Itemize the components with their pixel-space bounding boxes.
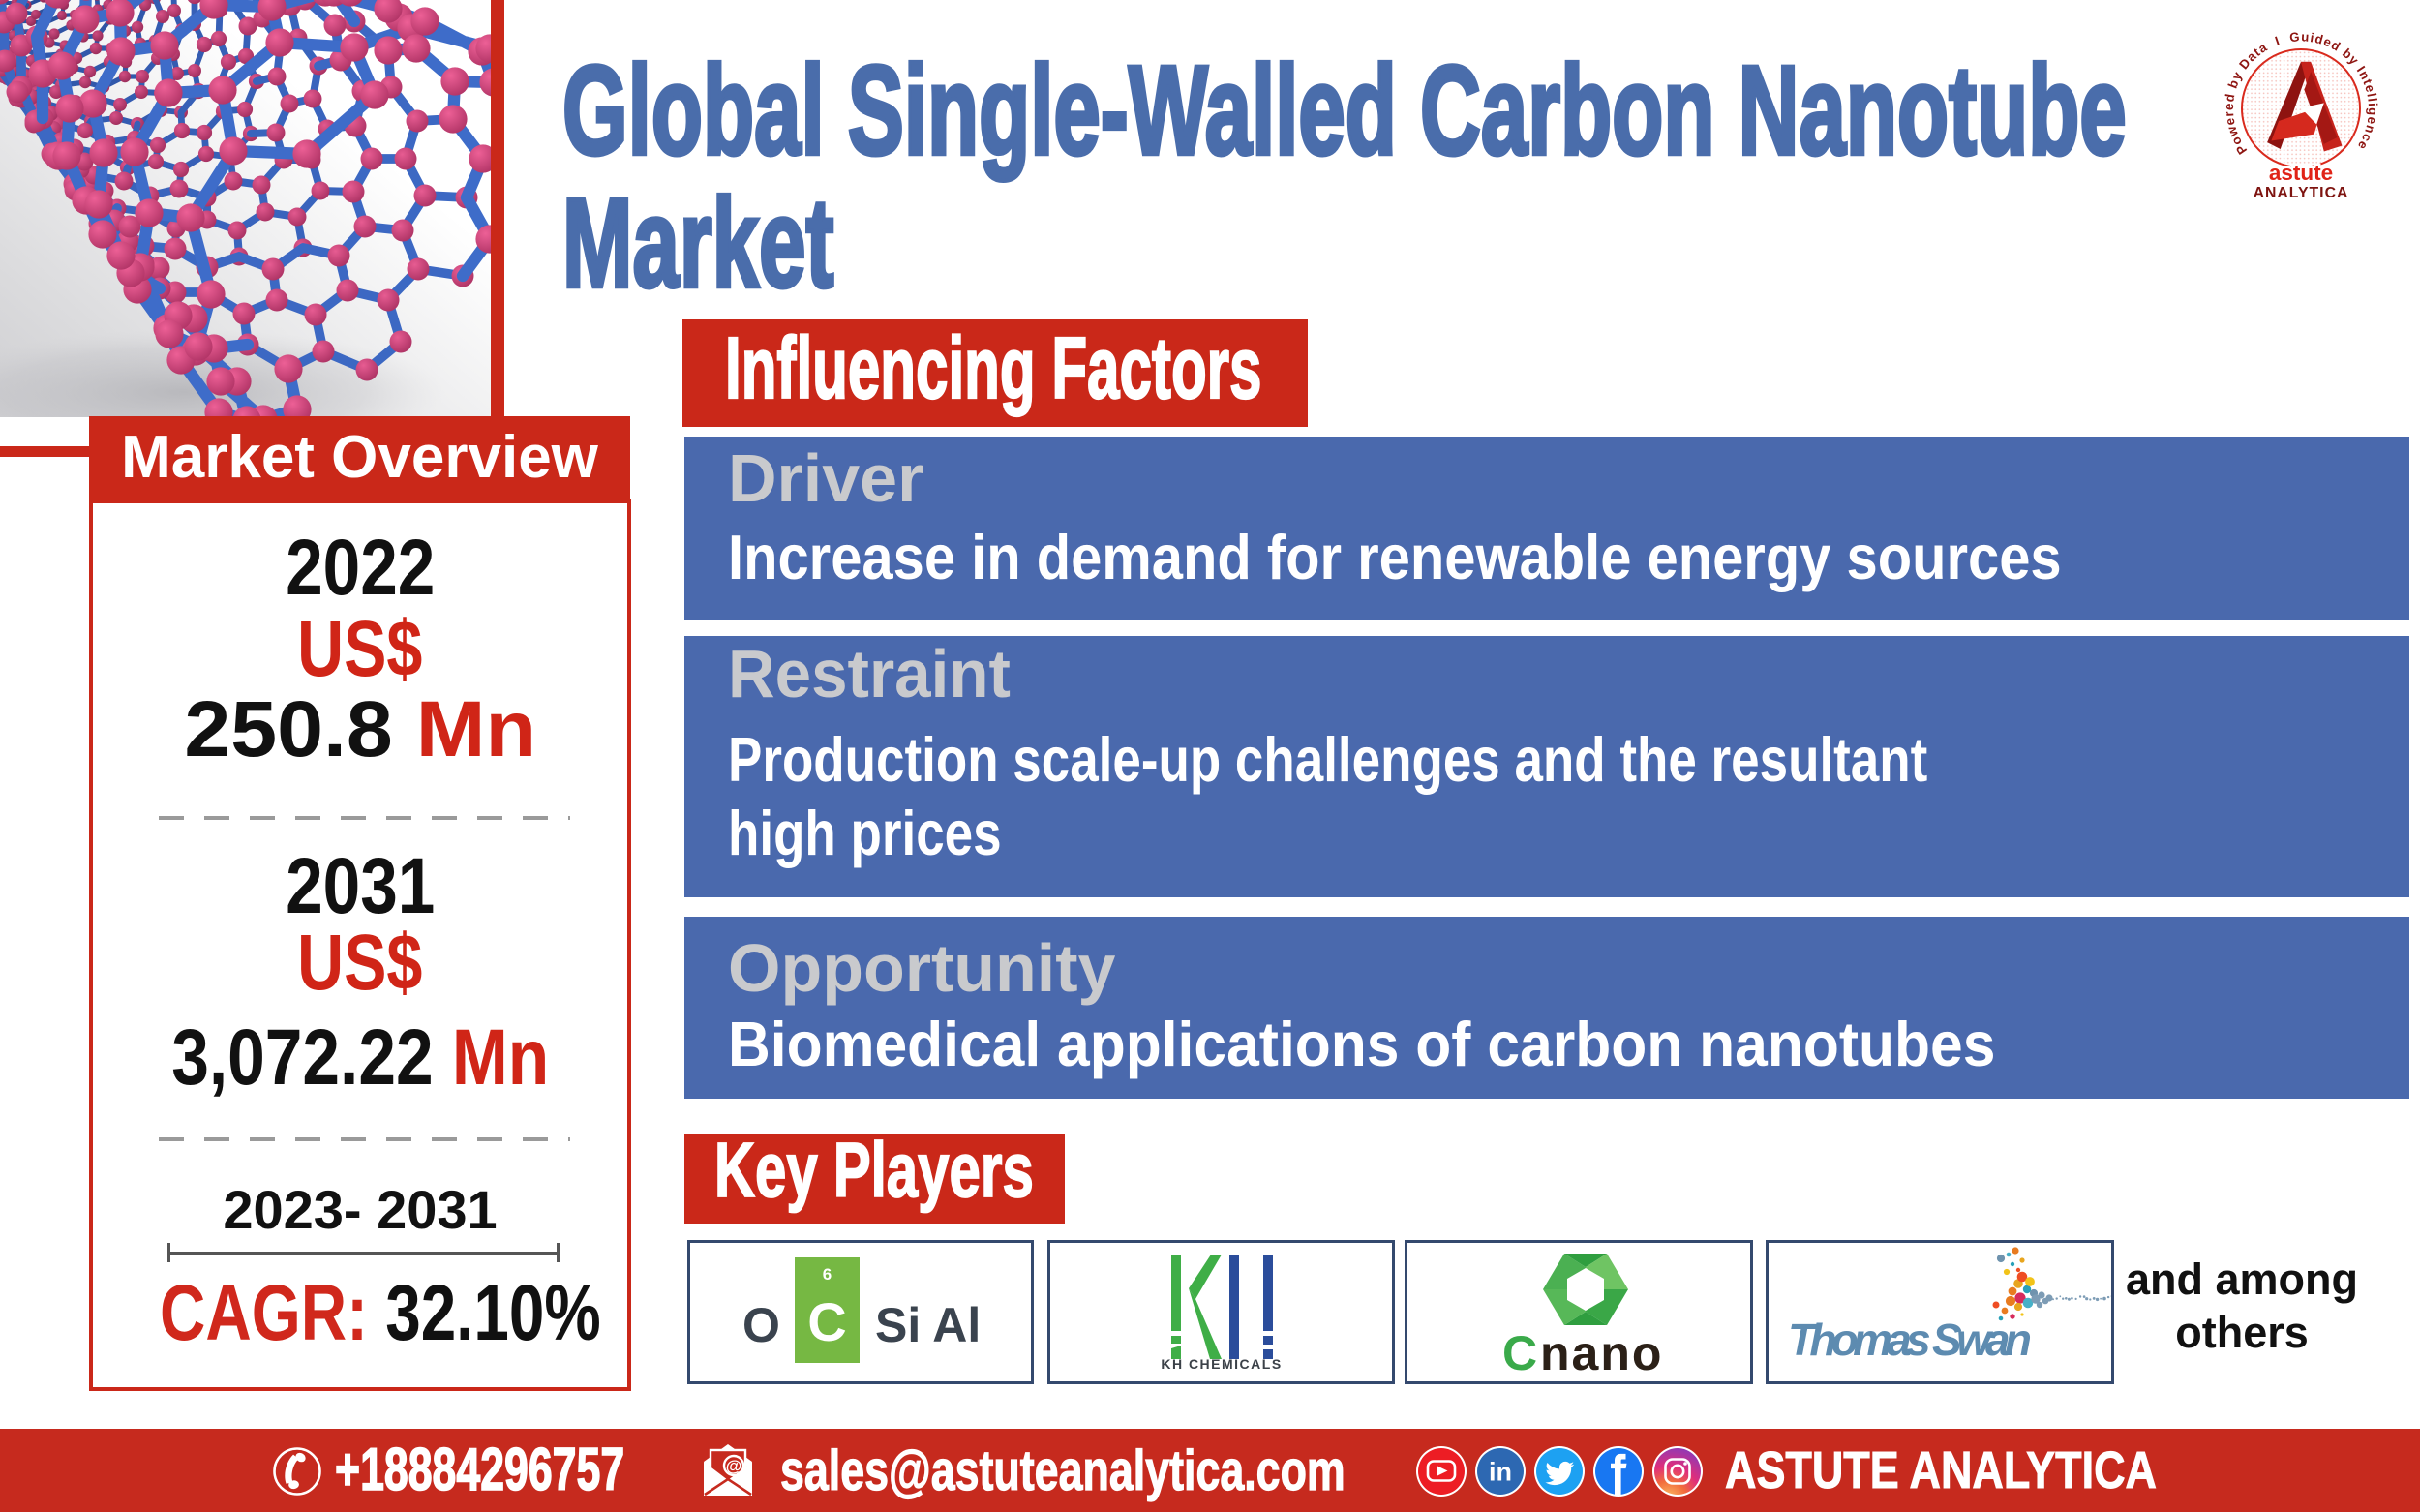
svg-text:@: @	[726, 1457, 742, 1475]
svg-text:ANALYTICA: ANALYTICA	[2254, 185, 2349, 201]
svg-text:C: C	[1502, 1326, 1537, 1380]
svg-text:astute: astute	[2269, 161, 2333, 185]
svg-text:nano: nano	[1540, 1326, 1663, 1380]
svg-text:KH CHEMICALS: KH CHEMICALS	[1161, 1356, 1282, 1372]
svg-text:Thomas Swan: Thomas Swan	[1788, 1315, 2032, 1365]
svg-text:in: in	[1489, 1458, 1512, 1487]
